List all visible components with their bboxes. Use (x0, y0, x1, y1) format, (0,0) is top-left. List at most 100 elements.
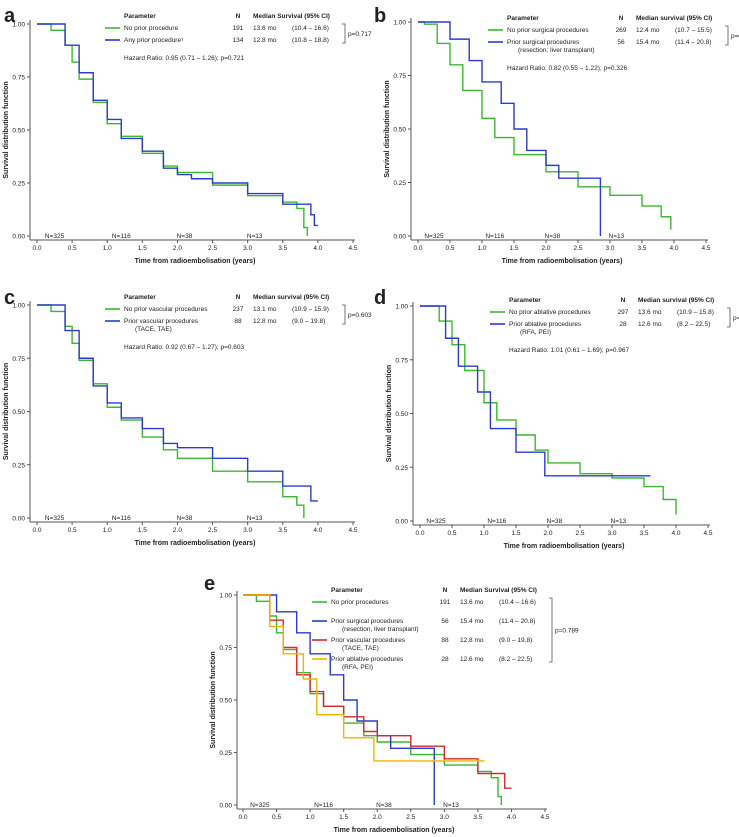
x-axis-label: Time from radioembolisation (years) (135, 540, 256, 547)
legend-n: 88 (441, 637, 449, 644)
y-tick-label: 0.25 (219, 750, 232, 757)
x-tick-label: 3.0 (605, 245, 614, 252)
y-tick-label: 0.25 (12, 181, 25, 188)
legend-median: 12.8 mo (460, 637, 484, 644)
legend-median: 13.6 mo (638, 309, 662, 316)
y-tick-label: 0.50 (12, 128, 25, 135)
legend-median: 12.8 mo (253, 318, 277, 325)
x-tick-label: 4.0 (313, 245, 322, 252)
at-risk-label: N=325 (250, 802, 270, 809)
legend-n: 28 (441, 656, 449, 663)
x-tick-label: 0.5 (447, 530, 456, 537)
x-tick-label: 2.0 (373, 814, 382, 821)
at-risk-label: N=116 (487, 518, 506, 525)
legend-ci: (8.2 – 22.5) (499, 656, 532, 663)
x-tick-label: 2.0 (541, 245, 550, 252)
legend-ci: (10.9 – 15.9) (292, 306, 329, 313)
legend-header-parameter: Parameter (124, 294, 156, 301)
y-tick-label: 0.25 (393, 180, 406, 187)
x-tick-label: 1.5 (509, 245, 518, 252)
y-tick-label: 0.00 (12, 516, 25, 523)
x-tick-label: 3.0 (607, 530, 616, 537)
y-tick-label: 1.00 (12, 303, 25, 310)
x-tick-label: 4.5 (348, 245, 357, 252)
x-tick-label: 0.5 (68, 527, 77, 534)
y-axis-label: Survival distribution function (3, 363, 10, 460)
y-tick-label: 0.75 (12, 356, 25, 363)
survival-curve (37, 23, 318, 227)
p-value: p=0.970 (733, 315, 739, 322)
x-tick-label: 1.0 (306, 814, 315, 821)
legend-n: 56 (441, 618, 449, 625)
legend-n: 191 (233, 25, 244, 32)
y-tick-label: 0.00 (393, 234, 406, 241)
x-tick-label: 4.0 (671, 530, 680, 537)
legend-median: 12.6 mo (460, 656, 484, 663)
x-tick-label: 1.0 (479, 530, 488, 537)
legend-name: Any prior procedure¹ (124, 37, 184, 44)
at-risk-label: N=325 (424, 233, 444, 240)
legend-n: 88 (234, 318, 242, 325)
legend-median: 12.8 mo (253, 37, 277, 44)
legend-n: 191 (440, 599, 451, 606)
p-value-bracket (727, 307, 731, 328)
legend-subname: (RFA, PEI) (520, 329, 551, 336)
p-value: p=0.789 (555, 628, 579, 635)
legend-name: Prior surgical procedures (507, 39, 580, 46)
p-value-bracket (342, 23, 346, 44)
y-tick-label: 1.00 (219, 593, 232, 600)
at-risk-label: N=13 (609, 233, 625, 240)
at-risk-label: N=325 (426, 518, 446, 525)
x-tick-label: 3.0 (243, 527, 252, 534)
at-risk-label: N=116 (112, 515, 131, 522)
x-tick-label: 4.0 (507, 814, 516, 821)
legend-ci: (8.2 – 22.5) (677, 321, 710, 328)
legend-name: Prior surgical procedures (331, 618, 404, 625)
legend-median: 15.4 mo (460, 618, 484, 625)
p-value-bracket (342, 304, 346, 325)
y-tick-label: 0.50 (395, 411, 408, 418)
legend-n: 269 (616, 27, 627, 34)
x-tick-label: 1.0 (477, 245, 486, 252)
legend-header-parameter: Parameter (331, 587, 363, 594)
legend-median: 15.4 mo (636, 39, 660, 46)
x-tick-label: 3.0 (440, 814, 449, 821)
x-tick-label: 0.0 (415, 530, 424, 537)
legend-ci: (9.0 – 19.8) (292, 318, 325, 325)
legend-subname: (RFA, PEI) (342, 664, 373, 671)
legend-ci: (10.8 – 18.8) (292, 37, 329, 44)
x-tick-label: 0.5 (272, 814, 281, 821)
x-tick-label: 1.0 (103, 527, 112, 534)
legend-header-parameter: Parameter (509, 297, 541, 304)
legend-subname: (TACE, TAE) (135, 326, 172, 333)
y-axis-label: Survival distribution function (3, 81, 10, 178)
legend-header-parameter: Parameter (124, 13, 156, 20)
legend-ci: (11.4 – 20.8) (675, 39, 711, 46)
legend-name: Prior ablative procedures (509, 321, 582, 328)
hazard-ratio: Hazard Ratio: 1.01 (0.61 – 1.69); p=0.96… (509, 347, 630, 354)
x-tick-label: 2.0 (543, 530, 552, 537)
at-risk-label: N=13 (611, 518, 627, 525)
at-risk-label: N=116 (485, 233, 504, 240)
x-tick-label: 2.5 (208, 527, 217, 534)
x-tick-label: 0.0 (32, 527, 41, 534)
x-tick-label: 3.5 (278, 527, 287, 534)
p-value: p=0.717 (348, 31, 372, 38)
y-tick-label: 1.00 (12, 22, 25, 29)
legend-median: 12.4 mo (636, 27, 660, 34)
x-tick-label: 1.5 (511, 530, 520, 537)
x-axis-label: Time from radioembolisation (years) (504, 543, 625, 550)
legend-name: Prior ablative procedures (331, 656, 404, 663)
y-tick-label: 0.75 (219, 645, 232, 652)
panel-e: e 0.00 0.25 0.50 0.75 1.00 0.0 0.5 1.0 1.5 2.0 2.5 3… (204, 573, 579, 834)
at-risk-label: N=116 (112, 233, 131, 240)
hazard-ratio: Hazard Ratio: 0.95 (0.71 – 1.26); p=0.72… (124, 55, 245, 62)
x-tick-label: 0.0 (238, 814, 247, 821)
hazard-ratio: Hazard Ratio: 0.92 (0.67 – 1.27); p=0.60… (124, 344, 245, 351)
x-tick-label: 2.5 (573, 245, 582, 252)
panel-label: d (374, 287, 386, 309)
legend-name: No prior procedure (124, 25, 179, 32)
y-tick-label: 0.50 (393, 127, 406, 134)
panel-c: c 0.00 0.25 0.50 0.75 1.00 0.0 0.5 1.0 1.5 2.0 2.5 3… (3, 287, 372, 547)
at-risk-label: N=116 (314, 802, 333, 809)
